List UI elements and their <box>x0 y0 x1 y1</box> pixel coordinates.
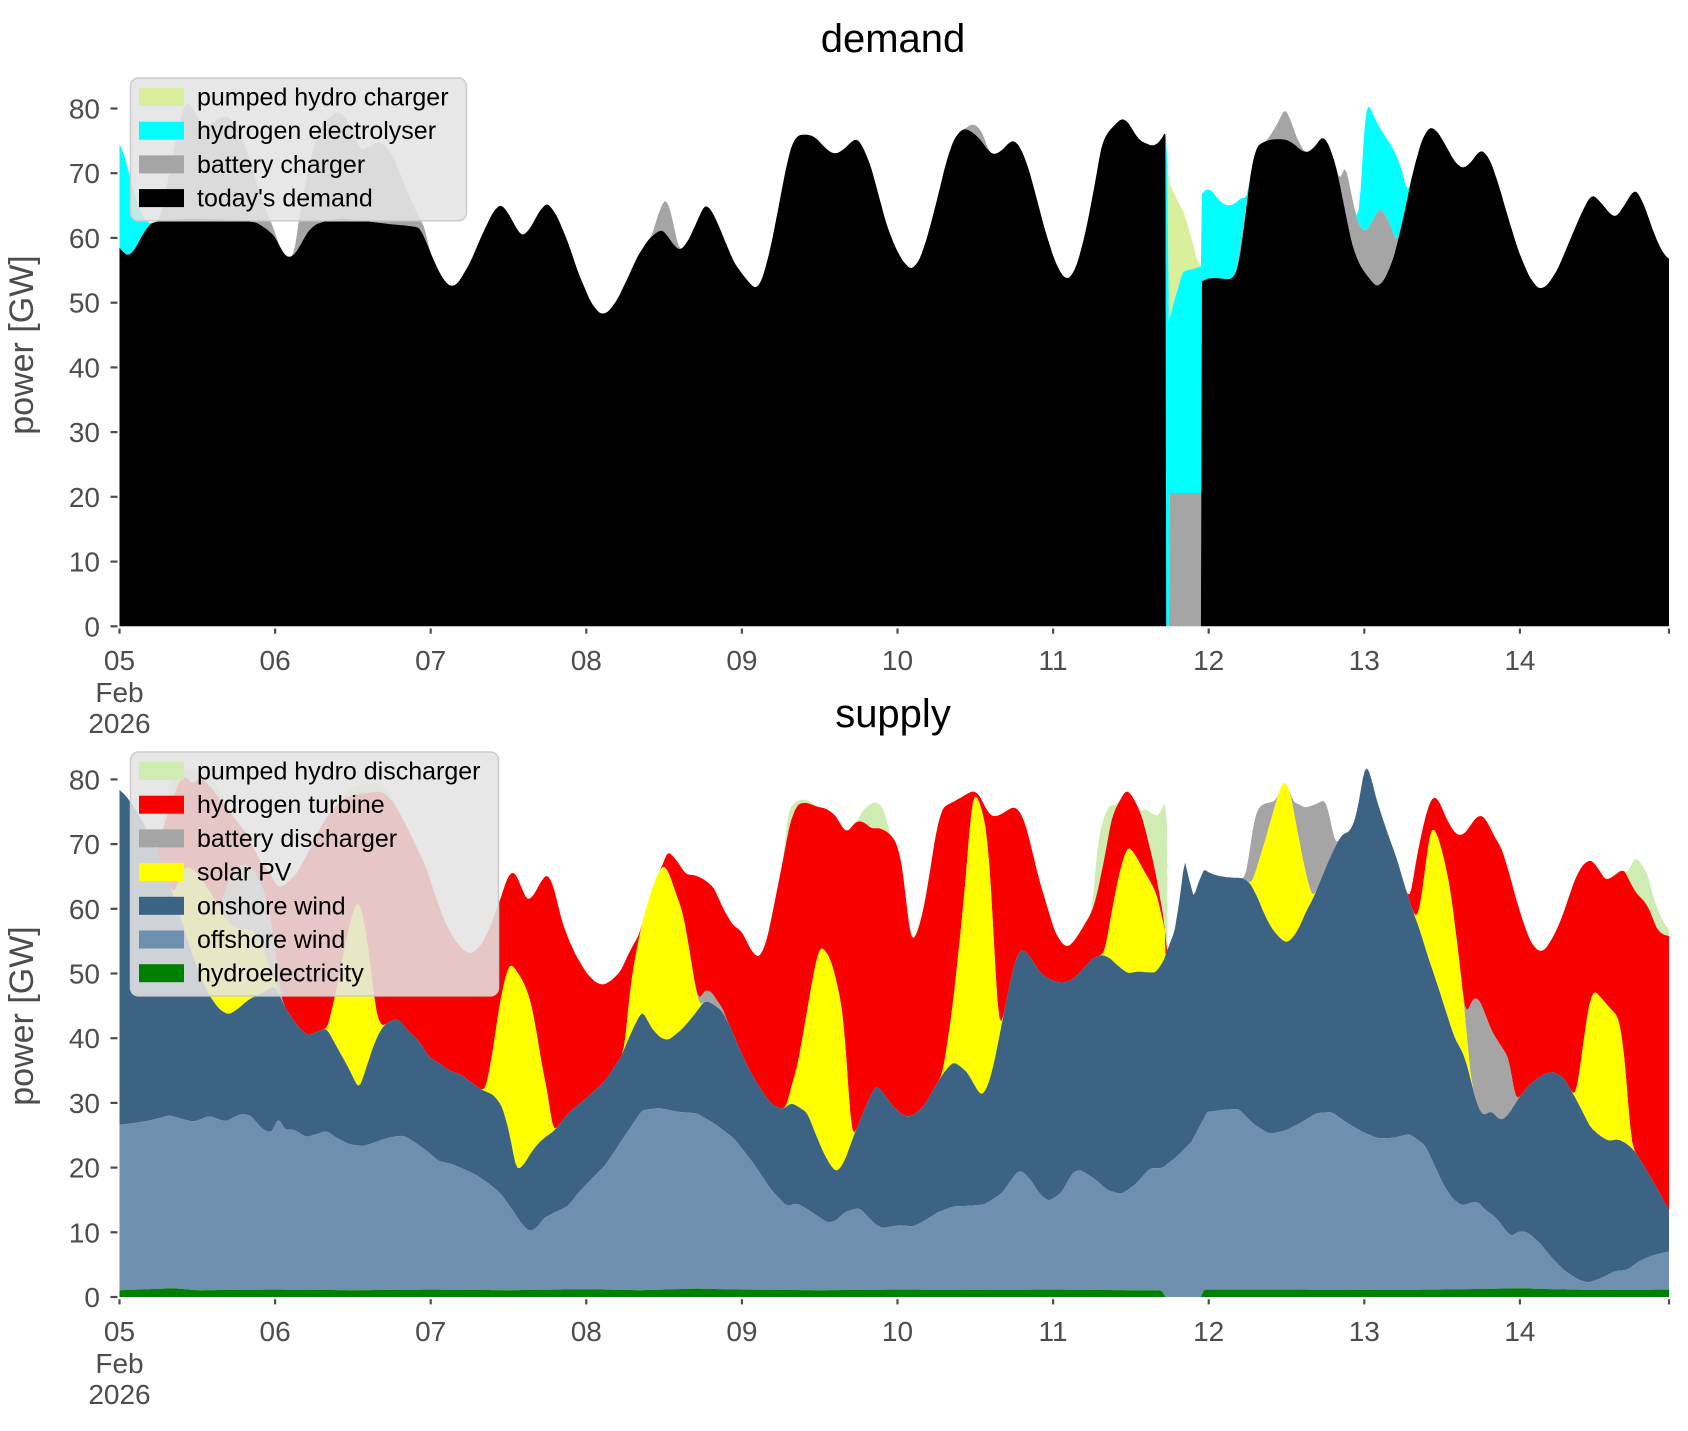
svg-text:06: 06 <box>260 1316 291 1347</box>
svg-text:30: 30 <box>69 1088 100 1119</box>
svg-text:Feb: Feb <box>95 1348 143 1379</box>
svg-text:12: 12 <box>1193 645 1224 676</box>
svg-text:supply: supply <box>835 692 951 736</box>
svg-text:60: 60 <box>69 223 100 254</box>
svg-text:hydrogen turbine: hydrogen turbine <box>197 791 385 819</box>
svg-text:06: 06 <box>260 645 291 676</box>
svg-text:07: 07 <box>415 1316 446 1347</box>
svg-text:11: 11 <box>1039 1316 1068 1347</box>
svg-text:14: 14 <box>1504 1316 1535 1347</box>
svg-text:hydroelectricity: hydroelectricity <box>197 960 364 988</box>
svg-text:50: 50 <box>69 288 100 319</box>
svg-text:power [GW]: power [GW] <box>3 926 41 1105</box>
svg-text:2026: 2026 <box>88 1379 150 1410</box>
svg-text:12: 12 <box>1193 1316 1224 1347</box>
svg-text:09: 09 <box>726 645 757 676</box>
svg-text:50: 50 <box>69 959 100 990</box>
svg-text:70: 70 <box>69 158 100 189</box>
svg-text:60: 60 <box>69 894 100 925</box>
svg-text:10: 10 <box>882 1316 913 1347</box>
svg-text:10: 10 <box>69 547 100 578</box>
svg-text:onshore wind: onshore wind <box>197 892 346 920</box>
svg-text:30: 30 <box>69 417 100 448</box>
svg-text:11: 11 <box>1039 645 1068 676</box>
svg-text:0: 0 <box>84 1282 100 1313</box>
svg-text:Feb: Feb <box>95 677 143 708</box>
svg-text:20: 20 <box>69 482 100 513</box>
svg-text:07: 07 <box>415 645 446 676</box>
svg-text:08: 08 <box>571 645 602 676</box>
svg-text:power [GW]: power [GW] <box>3 255 41 434</box>
svg-text:0: 0 <box>84 611 100 642</box>
svg-text:08: 08 <box>571 1316 602 1347</box>
svg-text:14: 14 <box>1504 645 1535 676</box>
svg-text:battery charger: battery charger <box>197 151 365 179</box>
svg-text:10: 10 <box>69 1217 100 1248</box>
svg-text:20: 20 <box>69 1153 100 1184</box>
svg-text:05: 05 <box>104 645 135 676</box>
svg-text:pumped hydro charger: pumped hydro charger <box>197 84 449 112</box>
svg-text:2026: 2026 <box>88 708 150 739</box>
svg-text:10: 10 <box>882 645 913 676</box>
svg-text:05: 05 <box>104 1316 135 1347</box>
svg-text:13: 13 <box>1349 645 1380 676</box>
svg-text:70: 70 <box>69 829 100 860</box>
svg-text:hydrogen electrolyser: hydrogen electrolyser <box>197 117 436 145</box>
svg-text:40: 40 <box>69 352 100 383</box>
svg-text:today's demand: today's demand <box>197 185 373 213</box>
svg-text:13: 13 <box>1349 1316 1380 1347</box>
svg-text:solar PV: solar PV <box>197 859 292 887</box>
svg-text:09: 09 <box>726 1316 757 1347</box>
svg-text:80: 80 <box>69 94 100 125</box>
svg-text:pumped hydro discharger: pumped hydro discharger <box>197 758 481 786</box>
svg-text:40: 40 <box>69 1023 100 1054</box>
svg-text:80: 80 <box>69 764 100 795</box>
svg-text:offshore wind: offshore wind <box>197 926 345 954</box>
svg-text:demand: demand <box>821 17 966 61</box>
svg-text:battery discharger: battery discharger <box>197 825 397 853</box>
